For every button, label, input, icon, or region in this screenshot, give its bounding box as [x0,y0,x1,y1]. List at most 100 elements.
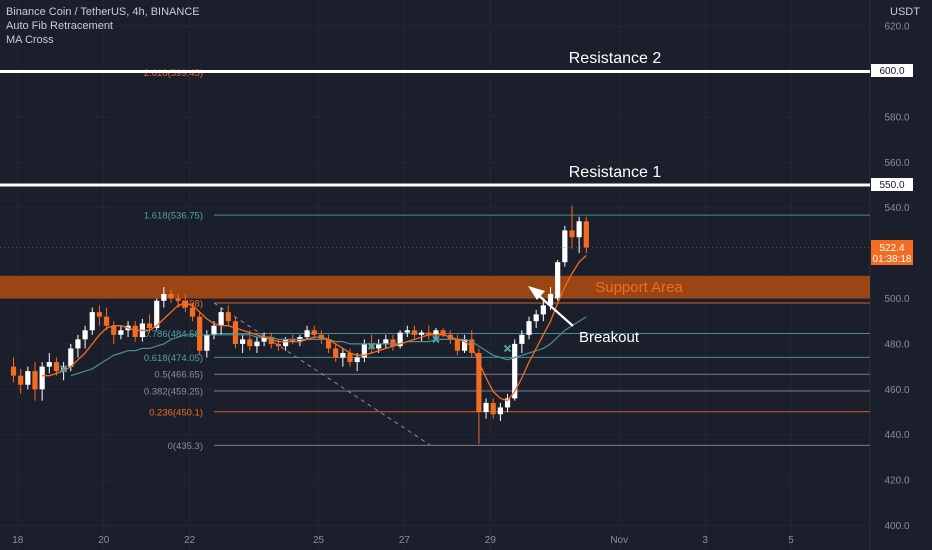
candle-body [440,330,446,335]
candle-body [304,330,310,338]
fib-level-label: 0.618(474.05) [144,353,203,364]
candle [168,289,174,304]
candle [18,368,24,394]
candle [583,216,589,254]
candle-body [218,312,224,326]
candle-body [18,375,24,385]
ma-cross-marker [503,344,512,353]
candle [89,307,95,335]
indicator-fib-label[interactable]: Auto Fib Retracement [6,20,113,32]
candle [497,402,503,422]
candle-body [555,262,561,299]
candle-body [325,339,332,349]
candle [132,321,138,342]
candle [261,332,267,347]
candles-layer [10,205,589,444]
last-price-label: 522.4 01:38:18 [871,240,913,265]
candle [32,362,38,401]
candle [96,305,103,326]
y-tick-label: 580.0 [884,112,909,123]
candle [103,307,110,331]
x-tick-label: 20 [98,535,110,546]
fib-level-label: 0.236(450.1) [149,407,203,418]
x-tick-label: 25 [313,535,325,546]
candle-body [25,371,31,385]
candle-body [361,343,367,358]
candle [25,366,31,390]
candle-body [426,332,432,335]
candle [504,393,511,412]
candle [10,357,17,383]
resistance-1-label: Resistance 1 [569,164,662,181]
fib-level-label: 0.5(466.65) [154,370,203,381]
candle-body [96,312,103,317]
candle [325,334,332,353]
candle [483,398,489,419]
candle-body [562,230,568,263]
candle [254,337,260,353]
candle-body [211,325,217,335]
resistance-2-label: Resistance 2 [569,50,662,67]
candle-body [132,325,138,338]
y-tick-label: 400.0 [884,521,909,532]
x-tick-label: Nov [610,535,628,546]
candle-body [461,339,468,351]
x-tick-label: 27 [399,535,411,546]
x-tick-label: 5 [788,535,794,546]
candle-body [533,314,539,322]
candle-body [476,352,482,412]
candle [426,325,432,340]
candle-body [146,323,153,329]
candle [533,309,539,329]
candle [361,339,367,363]
candle [383,334,389,349]
indicator-ma-label[interactable]: MA Cross [6,34,54,46]
candle [304,325,310,340]
candle-body [397,332,403,347]
candle-body [111,325,117,335]
candle-body [225,312,231,322]
candle [397,330,403,349]
candle [218,307,224,335]
candle-body [275,343,282,347]
candle-body [419,332,425,335]
candle [555,259,561,301]
candle [519,330,525,353]
candle-body [454,339,461,351]
candle [111,321,117,344]
candle [247,330,253,351]
candle-body [354,357,360,363]
y-tick-label: 460.0 [884,385,909,396]
price-axis [870,0,932,550]
y-tick-label: 620.0 [884,22,909,33]
currency-label: USDT [890,6,920,18]
price-label-r1-text: 550.0 [879,180,904,191]
candle-body [232,321,239,344]
candle-body [290,339,296,342]
candle-body [53,362,60,372]
candle-body [189,307,196,317]
candle [340,348,346,367]
candle-body [376,343,382,349]
candle-body [82,330,88,340]
candle [476,348,482,444]
candle [562,225,568,267]
candle-body [540,305,546,315]
candle-body [576,221,582,238]
candle [82,325,88,349]
fib-level-label: 0.382(459.25) [144,387,203,398]
candle [440,328,446,338]
candle [39,362,45,401]
candle [490,398,496,419]
fast-ma-line [42,254,587,402]
candle [354,352,360,372]
candle [540,300,546,322]
candle-body [504,398,511,408]
candle-body [204,334,210,351]
candle-body [569,230,575,238]
ma-cross-marker [432,335,440,344]
candle-body [32,371,38,390]
x-tick-label: 22 [184,535,196,546]
